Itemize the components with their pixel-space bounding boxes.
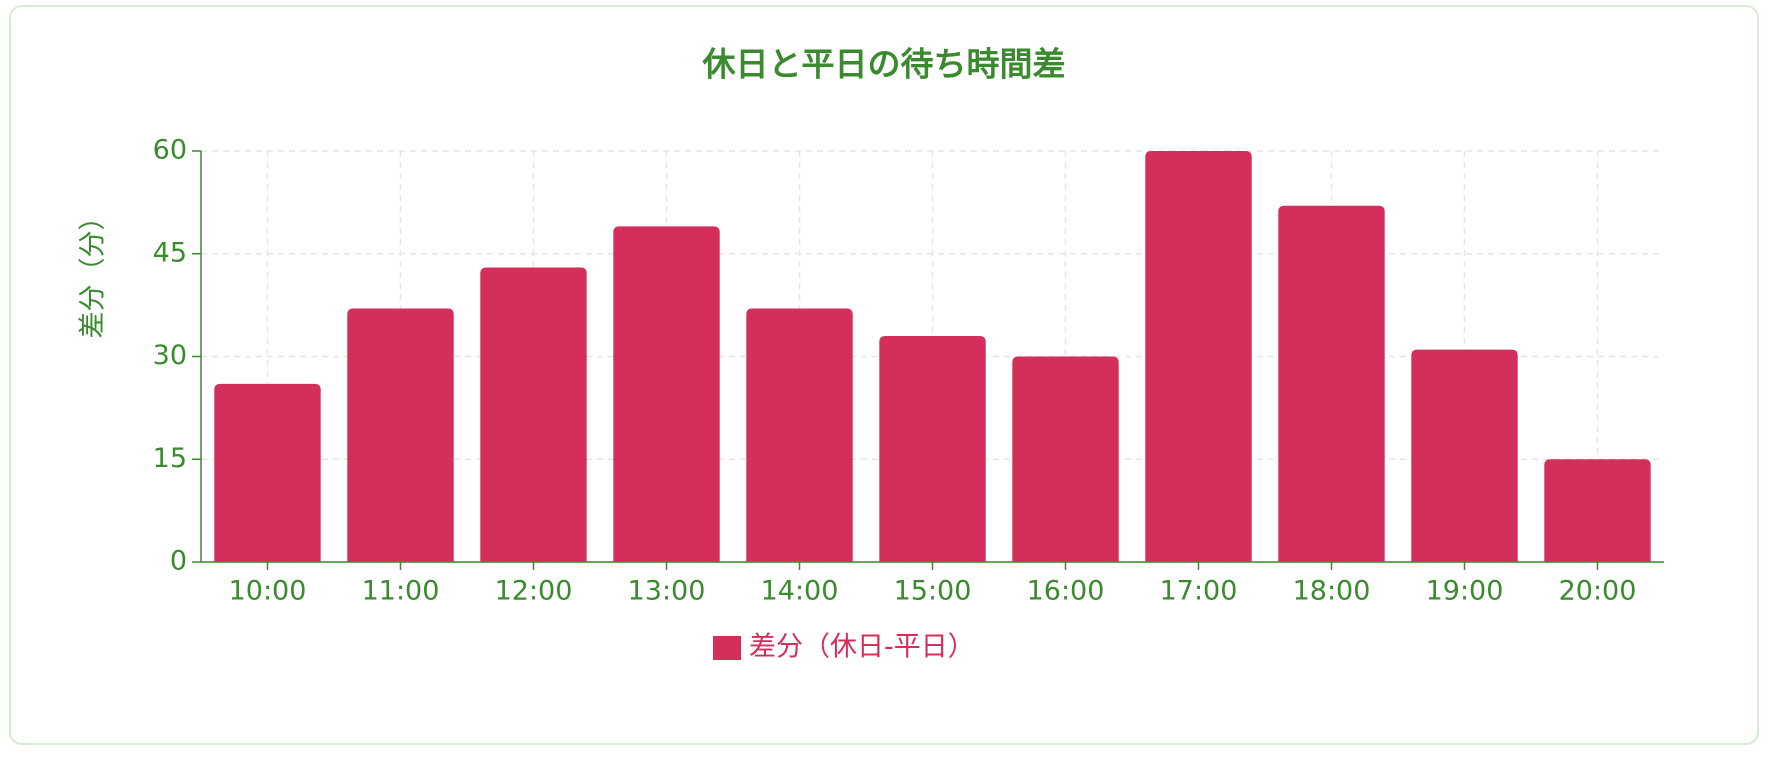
bar xyxy=(1145,151,1252,562)
bar xyxy=(746,308,853,562)
y-tick-label: 15 xyxy=(153,443,187,474)
x-tick-label: 12:00 xyxy=(495,576,573,607)
x-tick-label: 20:00 xyxy=(1559,576,1637,607)
x-tick-label: 14:00 xyxy=(761,576,839,607)
y-tick-label: 0 xyxy=(170,546,187,577)
x-tick-label: 13:00 xyxy=(628,576,706,607)
legend-label: 差分（休日-平日） xyxy=(749,632,975,663)
y-tick-label: 30 xyxy=(153,340,187,371)
bar xyxy=(347,308,454,562)
chart-title: 休日と平日の待ち時間差 xyxy=(702,45,1066,84)
x-tick-label: 11:00 xyxy=(362,576,440,607)
bar xyxy=(1278,205,1385,563)
y-tick-label: 45 xyxy=(153,237,187,268)
y-tick-label: 60 xyxy=(153,135,187,166)
x-tick-label: 15:00 xyxy=(894,576,972,607)
legend-swatch xyxy=(713,636,741,660)
bar xyxy=(1544,459,1651,562)
x-tick-label: 19:00 xyxy=(1426,576,1504,607)
bar xyxy=(613,226,720,562)
y-axis-title: 差分（分） xyxy=(78,204,109,339)
bar xyxy=(214,383,321,562)
bar xyxy=(879,335,986,562)
x-tick-label: 18:00 xyxy=(1293,576,1371,607)
bar xyxy=(480,267,587,562)
x-tick-label: 17:00 xyxy=(1160,576,1238,607)
x-tick-label: 16:00 xyxy=(1027,576,1105,607)
x-tick-label: 10:00 xyxy=(229,576,307,607)
bar xyxy=(1012,356,1119,562)
bar xyxy=(1411,349,1518,562)
